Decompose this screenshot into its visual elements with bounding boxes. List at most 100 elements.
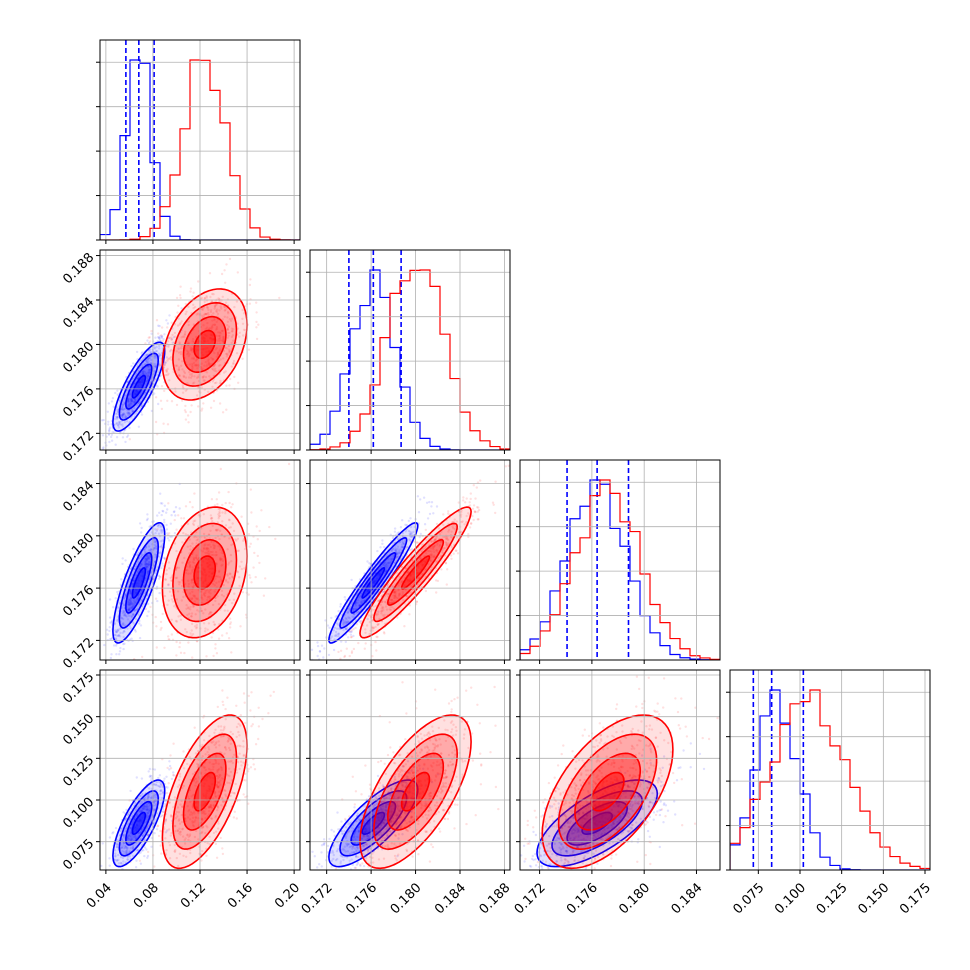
sample-point [109, 435, 113, 439]
sample-point [144, 391, 147, 394]
sample-point [140, 413, 144, 416]
sample-point [147, 602, 150, 606]
sample-point [214, 647, 217, 650]
sample-point [161, 811, 164, 814]
sample-point [191, 578, 194, 581]
sample-point [203, 536, 207, 539]
sample-point [192, 291, 195, 294]
sample-point [117, 634, 121, 637]
sample-point [218, 537, 221, 541]
sample-point [187, 572, 190, 575]
sample-point [147, 563, 150, 566]
sample-point [144, 546, 148, 549]
sample-point [138, 381, 141, 384]
sample-point [144, 560, 147, 563]
sample-point [194, 556, 197, 559]
sample-point [232, 362, 235, 366]
sample-point [159, 492, 162, 495]
sample-point [243, 567, 246, 570]
sample-point [214, 536, 217, 540]
sample-point [192, 307, 195, 310]
sample-point [163, 594, 167, 598]
sample-point [154, 377, 158, 381]
sample-point [159, 551, 162, 554]
sample-point [221, 520, 224, 523]
sample-point [183, 333, 186, 337]
sample-point [206, 562, 209, 565]
sample-point [352, 628, 355, 631]
histogram-panel-1 [306, 249, 511, 454]
sample-point [347, 636, 350, 639]
sample-point [196, 609, 199, 612]
sample-point [140, 404, 143, 408]
sample-point [157, 332, 160, 335]
sample-point [209, 563, 212, 566]
sample-point [147, 341, 151, 345]
contour-red [172, 301, 238, 387]
sample-point [238, 584, 241, 587]
sample-point [120, 413, 123, 417]
sample-point [206, 562, 209, 565]
sample-point [415, 540, 419, 544]
sample-point [214, 554, 217, 557]
sample-point [208, 564, 211, 567]
sample-point [135, 390, 138, 393]
sample-point [165, 356, 168, 359]
sample-point [116, 606, 120, 609]
sample-point [187, 882, 189, 884]
sample-point [189, 287, 193, 290]
sample-point [158, 551, 161, 555]
sample-point [149, 351, 153, 354]
sample-point [464, 501, 467, 504]
sample-point [130, 364, 133, 368]
sample-point [180, 320, 183, 323]
sample-point [230, 560, 233, 563]
sample-point [240, 560, 243, 563]
sample-point [132, 622, 135, 625]
sample-point [143, 548, 146, 552]
sample-point [184, 410, 187, 414]
sample-point [192, 556, 195, 559]
sample-point [123, 595, 127, 598]
sample-point [114, 629, 117, 632]
sample-point [202, 546, 206, 550]
sample-point [210, 498, 214, 501]
sample-point [202, 513, 205, 516]
sample-point [140, 378, 144, 381]
sample-point [203, 337, 207, 340]
sample-point [469, 497, 472, 501]
sample-point [148, 560, 151, 564]
sample-point [141, 655, 144, 659]
sample-point [189, 665, 191, 667]
sample-point [221, 295, 224, 298]
sample-point [136, 570, 140, 573]
sample-point [224, 501, 227, 505]
sample-point [132, 400, 135, 404]
sample-point [128, 438, 131, 441]
sample-point [212, 544, 215, 547]
sample-point [178, 641, 182, 644]
sample-point [201, 308, 204, 311]
sample-point [131, 399, 134, 403]
sample-point [130, 615, 133, 619]
sample-point [191, 568, 194, 572]
sample-point [227, 518, 231, 521]
sample-point [170, 338, 173, 341]
sample-point [145, 518, 149, 522]
sample-point [147, 336, 150, 339]
sample-point [146, 374, 150, 378]
sample-point [162, 510, 165, 513]
sample-point [383, 632, 386, 635]
sample-point [210, 325, 214, 328]
sample-point [207, 565, 210, 568]
sample-point [194, 359, 197, 362]
sample-point [223, 269, 226, 272]
sample-point [381, 542, 384, 545]
sample-point [226, 581, 230, 584]
sample-point [116, 590, 119, 594]
sample-point [180, 360, 184, 363]
sample-point [147, 373, 150, 376]
sample-point [175, 598, 179, 601]
sample-point [209, 514, 213, 517]
sample-point [110, 621, 113, 624]
